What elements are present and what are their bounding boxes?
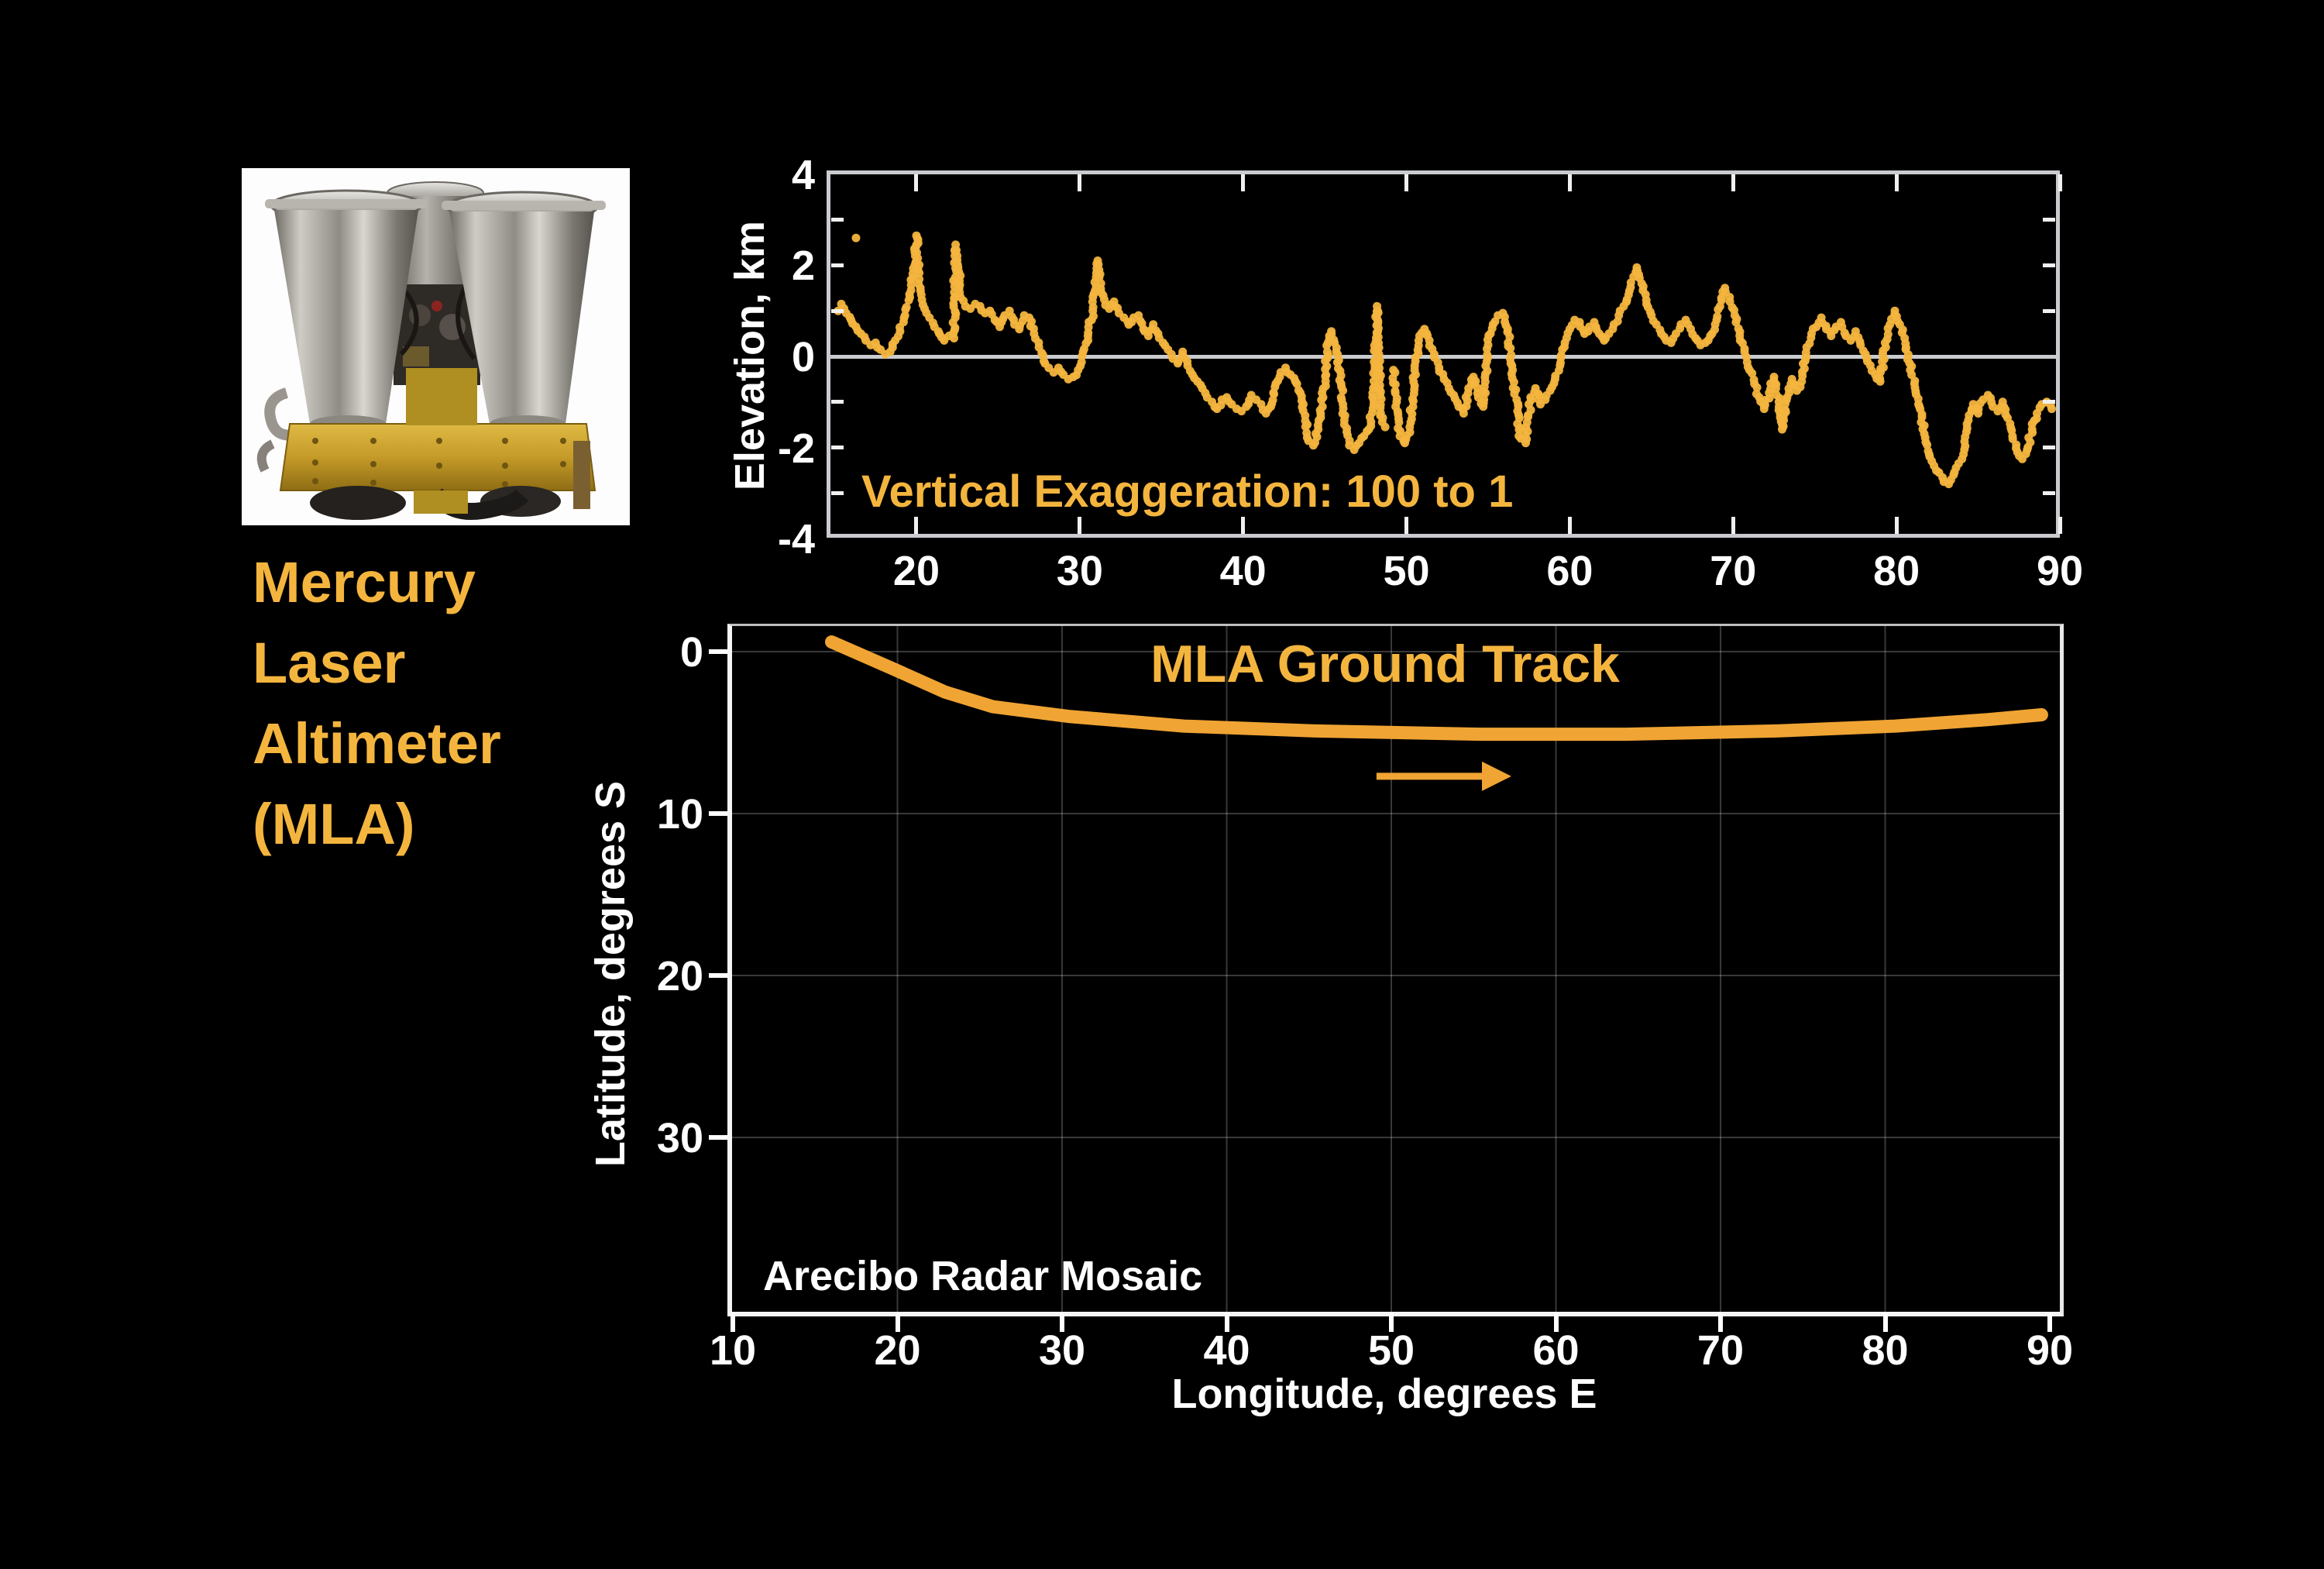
y-tick-mark xyxy=(831,446,844,450)
x-tick-mark xyxy=(914,517,919,534)
ground-track-overlay xyxy=(732,626,2060,1312)
x-tick-mark xyxy=(2058,517,2062,534)
y-tick-label: 30 xyxy=(656,1115,703,1161)
y-tick-mark xyxy=(2043,218,2055,222)
x-tick-label: 50 xyxy=(1383,548,1430,594)
y-tick-label: -4 xyxy=(777,516,815,563)
x-tick-mark xyxy=(1389,1313,1394,1332)
y-tick-mark xyxy=(2043,400,2055,404)
instrument-caption-line: Altimeter xyxy=(253,711,501,776)
mla-ground-track-line xyxy=(825,635,2048,741)
x-tick-label: 40 xyxy=(1203,1327,1250,1374)
x-tick-mark xyxy=(1241,517,1246,534)
x-tick-mark xyxy=(1078,517,1082,534)
instrument-caption-line: (MLA) xyxy=(253,792,415,856)
x-tick-mark xyxy=(1404,517,1409,534)
y-tick-mark xyxy=(2043,263,2055,267)
y-tick-mark xyxy=(2043,490,2055,495)
ground-track-direction-arrow-icon xyxy=(1376,761,1511,791)
x-tick-mark xyxy=(1404,174,1409,191)
y-tick-label: 4 xyxy=(791,151,815,198)
longitude-axis-title: Longitude, degrees E xyxy=(1171,1371,1597,1417)
x-tick-mark xyxy=(1731,174,1735,191)
y-tick-label: 2 xyxy=(791,243,815,290)
x-tick-mark xyxy=(1241,174,1246,191)
y-tick-label: 10 xyxy=(656,791,703,838)
y-tick-label: -2 xyxy=(777,425,815,472)
x-tick-mark xyxy=(1567,174,1572,191)
x-tick-mark xyxy=(1078,174,1082,191)
elevation-chart-frame xyxy=(827,170,2060,538)
x-tick-mark xyxy=(1882,1313,1888,1332)
y-tick-mark xyxy=(709,811,727,816)
y-tick-mark xyxy=(709,649,727,654)
y-tick-mark xyxy=(709,973,727,978)
x-tick-label: 40 xyxy=(1219,548,1267,594)
x-tick-label: 80 xyxy=(1862,1327,1909,1374)
ground-track-plot-border xyxy=(727,624,2064,1316)
instrument-caption-line: Mercury xyxy=(253,550,476,614)
instrument-caption-line: Laser xyxy=(253,631,406,695)
x-tick-mark xyxy=(914,174,919,191)
y-tick-mark xyxy=(831,400,844,404)
x-tick-label: 30 xyxy=(1056,548,1103,594)
mosaic-source-label: Arecibo Radar Mosaic xyxy=(763,1253,1203,1299)
x-tick-mark xyxy=(731,1313,735,1332)
x-tick-label: 70 xyxy=(1697,1327,1745,1374)
x-tick-label: 30 xyxy=(1038,1327,1086,1374)
x-tick-label: 60 xyxy=(1546,548,1593,594)
x-tick-mark xyxy=(2047,1313,2052,1332)
mla-instrument-illustration xyxy=(256,181,606,520)
y-tick-label: 20 xyxy=(656,953,703,1000)
x-tick-mark xyxy=(1553,1313,1559,1332)
x-tick-label: 90 xyxy=(2026,1327,2074,1374)
x-tick-mark xyxy=(1731,517,1735,534)
x-tick-mark xyxy=(1718,1313,1723,1332)
x-tick-mark xyxy=(1894,174,1899,191)
elevation-annotation: Vertical Exaggeration: 100 to 1 xyxy=(861,466,1514,517)
mla-instrument-photo xyxy=(242,168,630,525)
y-tick-mark xyxy=(2043,308,2055,313)
y-tick-mark xyxy=(709,1135,727,1140)
x-tick-label: 90 xyxy=(2036,548,2084,594)
x-tick-label: 60 xyxy=(1532,1327,1580,1374)
x-tick-label: 10 xyxy=(709,1327,757,1374)
x-tick-label: 20 xyxy=(892,548,940,594)
x-tick-label: 20 xyxy=(874,1327,921,1374)
x-tick-mark xyxy=(1567,517,1572,534)
x-tick-mark xyxy=(1060,1313,1064,1332)
x-tick-label: 70 xyxy=(1710,548,1757,594)
ground-track-title: MLA Ground Track xyxy=(1150,635,1620,693)
x-tick-mark xyxy=(1224,1313,1229,1332)
y-tick-mark xyxy=(2043,446,2055,450)
x-tick-label: 50 xyxy=(1367,1327,1415,1374)
y-tick-mark xyxy=(831,218,844,222)
y-tick-mark xyxy=(831,490,844,495)
y-tick-mark xyxy=(831,308,844,313)
elevation-zero-line xyxy=(830,355,2056,359)
x-tick-mark xyxy=(1894,517,1899,534)
instrument-caption: Mercury Laser Altimeter (MLA) xyxy=(253,542,501,865)
x-tick-mark xyxy=(2058,174,2062,191)
y-tick-label: 0 xyxy=(791,334,815,380)
y-tick-mark xyxy=(831,263,844,267)
x-tick-label: 80 xyxy=(1873,548,1920,594)
x-tick-mark xyxy=(895,1313,900,1332)
elevation-scatter-points xyxy=(834,231,2056,489)
y-tick-label: 0 xyxy=(679,629,703,676)
